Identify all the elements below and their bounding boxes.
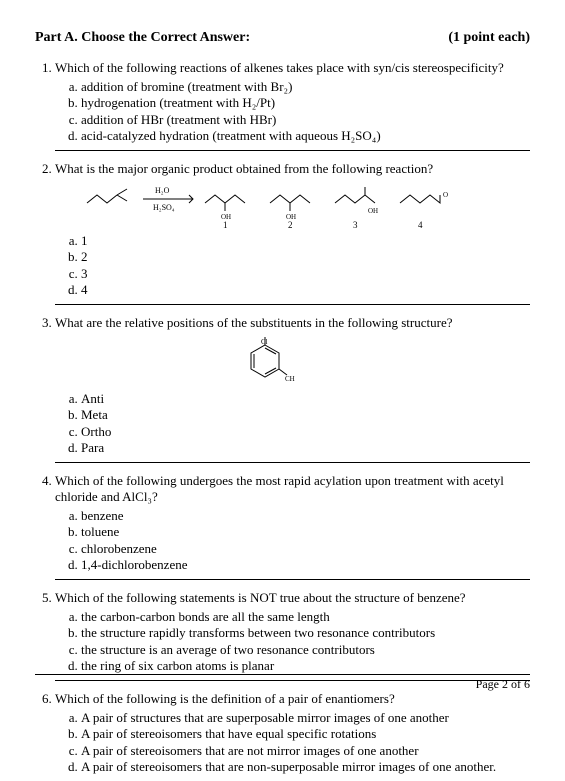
- q2-opt-c: 3: [81, 266, 530, 282]
- benzene-svg: Cl CH₃: [235, 337, 295, 387]
- q3-opt-a: Anti: [81, 391, 530, 407]
- q5-opt-a: the carbon-carbon bonds are all the same…: [81, 609, 530, 625]
- q3-opt-b: Meta: [81, 407, 530, 423]
- q3-opt-c: Ortho: [81, 424, 530, 440]
- q5-opt-b: the structure rapidly transforms between…: [81, 625, 530, 641]
- q2-options: 1 2 3 4: [55, 233, 530, 298]
- q2-opt-a: 1: [81, 233, 530, 249]
- header-left: Part A. Choose the Correct Answer:: [35, 30, 250, 46]
- q2-reaction-diagram: H₂O H₂SO₄ OH OH OH O 1 2 3 4: [85, 183, 530, 229]
- q5-text: Which of the following statements is NOT…: [55, 590, 466, 605]
- q6-text: Which of the following is the definition…: [55, 691, 395, 706]
- q2-label-4: 4: [418, 220, 423, 229]
- q6-opt-d: A pair of stereoisomers that are non-sup…: [81, 759, 530, 775]
- q3-options: Anti Meta Ortho Para: [55, 391, 530, 456]
- question-2: What is the major organic product obtain…: [55, 161, 530, 305]
- question-5: Which of the following statements is NOT…: [55, 590, 530, 681]
- question-1: Which of the following reactions of alke…: [55, 60, 530, 151]
- question-list: Which of the following reactions of alke…: [35, 60, 530, 781]
- question-4: Which of the following undergoes the mos…: [55, 473, 530, 580]
- q3-opt-d: Para: [81, 440, 530, 456]
- q3-structure-diagram: Cl CH₃: [235, 337, 530, 387]
- q2-text: What is the major organic product obtain…: [55, 161, 433, 176]
- q4-opt-c: chlorobenzene: [81, 541, 530, 557]
- question-3: What are the relative positions of the s…: [55, 315, 530, 463]
- svg-text:CH₃: CH₃: [285, 375, 295, 383]
- reaction-svg: H₂O H₂SO₄ OH OH OH O 1 2 3 4: [85, 183, 465, 229]
- q4-text: Which of the following undergoes the mos…: [55, 473, 504, 504]
- q6-opt-a: A pair of structures that are superposab…: [81, 710, 530, 726]
- q1-opt-b: hydrogenation (treatment with H₂/Pt): [81, 95, 530, 111]
- q5-opt-d: the ring of six carbon atoms is planar: [81, 658, 530, 674]
- q2-label-3: 3: [353, 220, 358, 229]
- q1-opt-d: acid-catalyzed hydration (treatment with…: [81, 128, 530, 144]
- reagent-top: H₂O: [155, 186, 170, 195]
- q6-options: A pair of structures that are superposab…: [55, 710, 530, 775]
- q3-text: What are the relative positions of the s…: [55, 315, 452, 330]
- q1-options: addition of bromine (treatment with Br₂)…: [55, 79, 530, 144]
- q6-opt-b: A pair of stereoisomers that have equal …: [81, 726, 530, 742]
- q1-opt-a: addition of bromine (treatment with Br₂): [81, 79, 530, 95]
- svg-text:O: O: [443, 191, 448, 199]
- q2-label-2: 2: [288, 220, 293, 229]
- q1-text: Which of the following reactions of alke…: [55, 60, 504, 75]
- header-right: (1 point each): [448, 30, 530, 46]
- header: Part A. Choose the Correct Answer: (1 po…: [35, 30, 530, 46]
- svg-text:Cl: Cl: [261, 338, 268, 346]
- q5-options: the carbon-carbon bonds are all the same…: [55, 609, 530, 674]
- reagent-bot: H₂SO₄: [153, 203, 175, 212]
- q2-label-1: 1: [223, 220, 228, 229]
- q5-opt-c: the structure is an average of two reson…: [81, 642, 530, 658]
- q2-opt-b: 2: [81, 249, 530, 265]
- q1-opt-c: addition of HBr (treatment with HBr): [81, 112, 530, 128]
- svg-text:OH: OH: [368, 207, 378, 215]
- q6-opt-c: A pair of stereoisomers that are not mir…: [81, 743, 530, 759]
- q4-options: benzene toluene chlorobenzene 1,4-dichlo…: [55, 508, 530, 573]
- question-6: Which of the following is the definition…: [55, 691, 530, 781]
- q4-opt-d: 1,4-dichlorobenzene: [81, 557, 530, 573]
- page-footer: Page 2 of 6: [35, 674, 530, 692]
- q4-opt-b: toluene: [81, 524, 530, 540]
- q4-opt-a: benzene: [81, 508, 530, 524]
- q2-opt-d: 4: [81, 282, 530, 298]
